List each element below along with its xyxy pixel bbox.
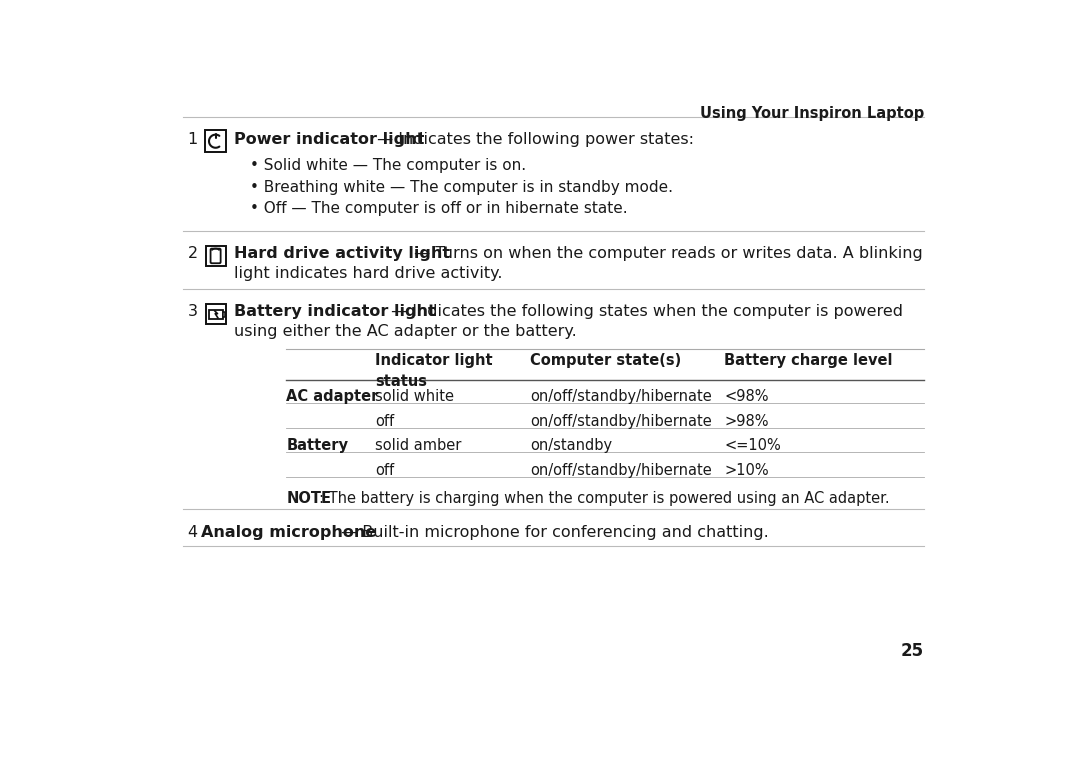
Text: : The battery is charging when the computer is powered using an AC adapter.: : The battery is charging when the compu…: [320, 491, 890, 506]
Text: off: off: [375, 463, 394, 478]
Text: — Indicates the following states when the computer is powered: — Indicates the following states when th…: [387, 304, 903, 319]
FancyBboxPatch shape: [205, 130, 227, 152]
Text: Battery: Battery: [286, 438, 348, 453]
Text: Computer state(s): Computer state(s): [530, 353, 681, 368]
Text: Hard drive activity light: Hard drive activity light: [234, 246, 450, 261]
Text: NOTE: NOTE: [286, 491, 332, 506]
Text: Battery charge level: Battery charge level: [724, 353, 892, 368]
Text: on/off/standby/hibernate: on/off/standby/hibernate: [530, 389, 712, 404]
FancyBboxPatch shape: [205, 304, 226, 325]
Text: • Off — The computer is off or in hibernate state.: • Off — The computer is off or in hibern…: [249, 201, 627, 216]
Text: 4: 4: [188, 525, 198, 540]
FancyBboxPatch shape: [205, 246, 226, 266]
Text: on/off/standby/hibernate: on/off/standby/hibernate: [530, 463, 712, 478]
Text: • Solid white — The computer is on.: • Solid white — The computer is on.: [249, 158, 526, 173]
Text: light indicates hard drive activity.: light indicates hard drive activity.: [234, 266, 502, 281]
FancyBboxPatch shape: [211, 249, 220, 264]
Text: solid amber: solid amber: [375, 438, 461, 453]
Text: solid white: solid white: [375, 389, 455, 404]
Text: on/off/standby/hibernate: on/off/standby/hibernate: [530, 414, 712, 429]
Text: Indicator light
status: Indicator light status: [375, 353, 492, 389]
Text: 2: 2: [188, 246, 198, 261]
FancyBboxPatch shape: [222, 312, 225, 317]
Text: 3: 3: [188, 304, 198, 319]
Text: Power indicator light: Power indicator light: [234, 132, 424, 147]
Text: AC adapter: AC adapter: [286, 389, 378, 404]
FancyBboxPatch shape: [208, 310, 222, 319]
Text: 25: 25: [901, 642, 924, 660]
Text: using either the AC adapter or the battery.: using either the AC adapter or the batte…: [234, 325, 577, 339]
Text: off: off: [375, 414, 394, 429]
Text: — Indicates the following power states:: — Indicates the following power states:: [373, 132, 694, 147]
Text: >98%: >98%: [724, 414, 769, 429]
Text: <=10%: <=10%: [724, 438, 781, 453]
Text: — Built-in microphone for conferencing and chatting.: — Built-in microphone for conferencing a…: [337, 525, 769, 540]
Text: 1: 1: [188, 132, 198, 147]
Text: • Breathing white — The computer is in standby mode.: • Breathing white — The computer is in s…: [249, 180, 673, 195]
Text: on/standby: on/standby: [530, 438, 612, 453]
Text: — Turns on when the computer reads or writes data. A blinking: — Turns on when the computer reads or wr…: [408, 246, 922, 261]
Text: <98%: <98%: [724, 389, 769, 404]
Text: Analog microphone: Analog microphone: [201, 525, 376, 540]
Text: >10%: >10%: [724, 463, 769, 478]
Text: Battery indicator light: Battery indicator light: [234, 304, 436, 319]
Text: Using Your Inspiron Laptop: Using Your Inspiron Laptop: [700, 106, 924, 121]
